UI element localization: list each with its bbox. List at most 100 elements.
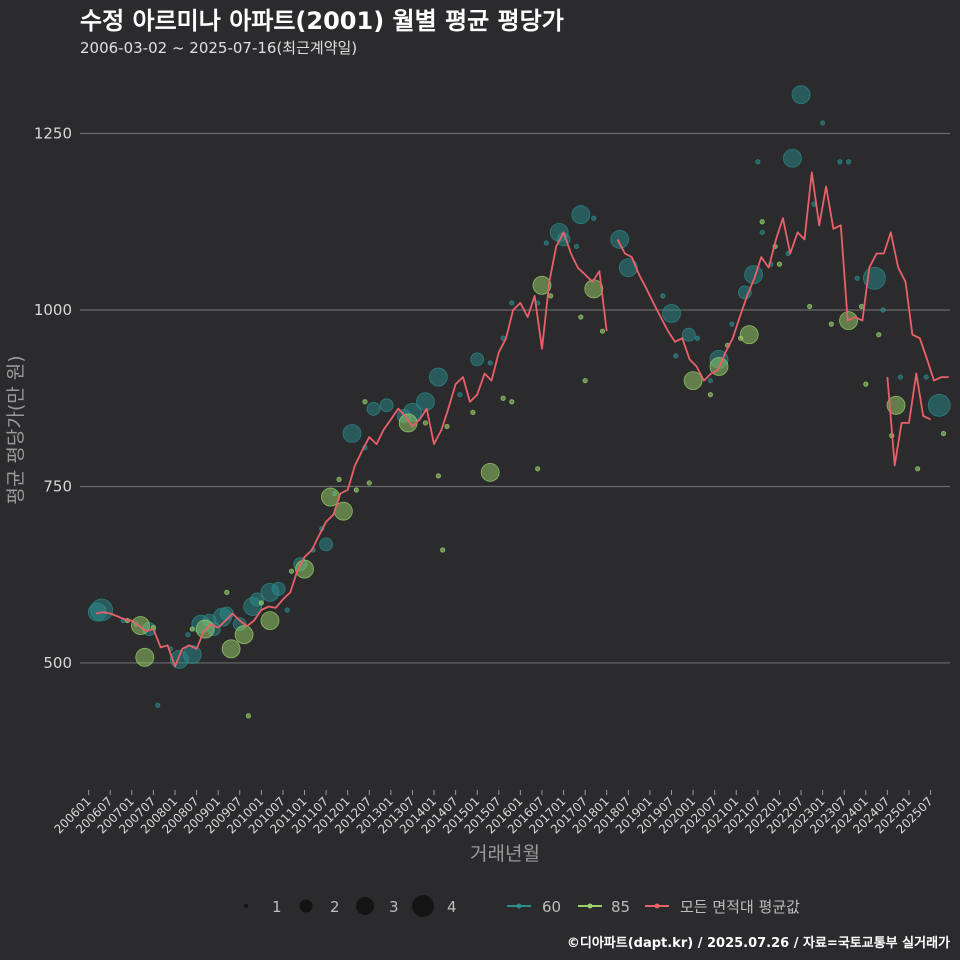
point-60 (681, 327, 696, 342)
point-85 (886, 395, 906, 415)
legend-size-2: 2 (299, 898, 340, 916)
point-60 (571, 205, 591, 225)
point-85 (440, 547, 446, 553)
point-85 (422, 420, 429, 426)
point-85 (940, 430, 947, 437)
average-line-segment (616, 171, 949, 382)
point-60 (673, 353, 679, 359)
point-60 (509, 300, 515, 306)
legend: 1 2 3 4 60 85 모든 면적대 평균값 (243, 895, 800, 917)
point-85 (739, 325, 759, 345)
legend-size-label: 2 (330, 898, 340, 916)
point-60 (342, 424, 362, 443)
point-85 (509, 399, 515, 405)
point-60 (284, 607, 290, 613)
point-85 (828, 321, 834, 327)
legend-dot-60 (516, 903, 522, 909)
point-85 (876, 332, 882, 338)
y-tick-label: 500 (43, 654, 72, 672)
x-axis-title: 거래년월 (470, 843, 540, 865)
legend-size-1: 1 (243, 898, 282, 916)
point-60 (155, 702, 161, 708)
point-85 (224, 589, 230, 595)
point-85 (759, 219, 765, 225)
point-85 (582, 377, 588, 384)
point-60 (319, 537, 334, 552)
point-85 (548, 293, 554, 299)
point-85 (470, 409, 476, 415)
point-85 (366, 480, 372, 486)
point-85 (707, 392, 713, 398)
legend-size-dot (243, 903, 249, 909)
point-85 (234, 625, 254, 645)
point-60 (457, 392, 463, 398)
point-60 (366, 401, 381, 416)
point-60 (470, 352, 485, 367)
point-60 (744, 265, 763, 285)
point-85 (863, 381, 869, 387)
point-60 (90, 598, 113, 622)
legend-series-average: 모든 면적대 평균값 (645, 898, 800, 916)
point-85 (260, 611, 280, 630)
legend-series-85: 85 (578, 898, 630, 916)
point-60 (662, 304, 681, 323)
point-85 (189, 626, 195, 632)
legend-size-3: 3 (356, 897, 399, 916)
legend-size-4: 4 (412, 895, 457, 917)
point-60 (543, 240, 549, 246)
point-85 (578, 314, 584, 320)
point-85 (444, 423, 450, 430)
legend-size-dot (299, 899, 313, 913)
point-85 (221, 639, 241, 659)
point-60 (694, 335, 701, 341)
legend-label-85: 85 (611, 898, 630, 916)
point-85 (915, 466, 921, 472)
point-85 (362, 399, 368, 405)
point-60 (897, 374, 903, 380)
y-tick-label: 750 (43, 477, 72, 495)
legend-label-60: 60 (542, 898, 561, 916)
point-60 (820, 120, 826, 126)
y-axis-ticks: 500 750 1000 1250 (34, 125, 72, 672)
legend-size-label: 1 (272, 898, 282, 916)
point-60 (791, 85, 811, 105)
point-60 (379, 398, 394, 413)
point-60 (660, 293, 666, 299)
point-85 (599, 328, 606, 334)
point-60 (707, 377, 713, 384)
point-60 (610, 230, 630, 249)
point-85 (807, 303, 813, 310)
point-60 (880, 307, 886, 313)
point-85 (858, 303, 865, 310)
point-85 (245, 713, 251, 719)
y-tick-label: 1250 (34, 125, 72, 143)
point-60 (923, 374, 929, 380)
chart-subtitle: 2006-03-02 ~ 2025-07-16(최근계약일) (80, 39, 357, 57)
point-60 (271, 581, 286, 596)
point-60 (837, 159, 843, 165)
point-60 (185, 632, 191, 638)
point-85 (353, 487, 359, 493)
legend-label-average: 모든 면적대 평균값 (680, 898, 800, 916)
point-85 (135, 647, 155, 667)
legend-size-dot (412, 895, 434, 917)
point-85 (288, 568, 295, 574)
legend-size-dot (356, 897, 374, 915)
average-line-segment (95, 231, 608, 668)
point-85 (480, 462, 500, 482)
point-60 (573, 243, 580, 250)
gridlines (80, 132, 950, 664)
point-85 (532, 275, 552, 295)
point-60 (729, 321, 735, 327)
legend-dot-85 (587, 903, 593, 909)
chart-title: 수정 아르미나 아파트(2001) 월별 평균 평당가 (80, 7, 564, 35)
legend-series-60: 60 (507, 898, 561, 916)
legend-size-label: 3 (389, 898, 399, 916)
point-60 (927, 393, 951, 417)
point-85 (500, 395, 506, 401)
point-60 (783, 148, 802, 168)
point-60 (755, 159, 761, 165)
legend-dot-average (654, 903, 660, 909)
point-85 (258, 600, 264, 606)
